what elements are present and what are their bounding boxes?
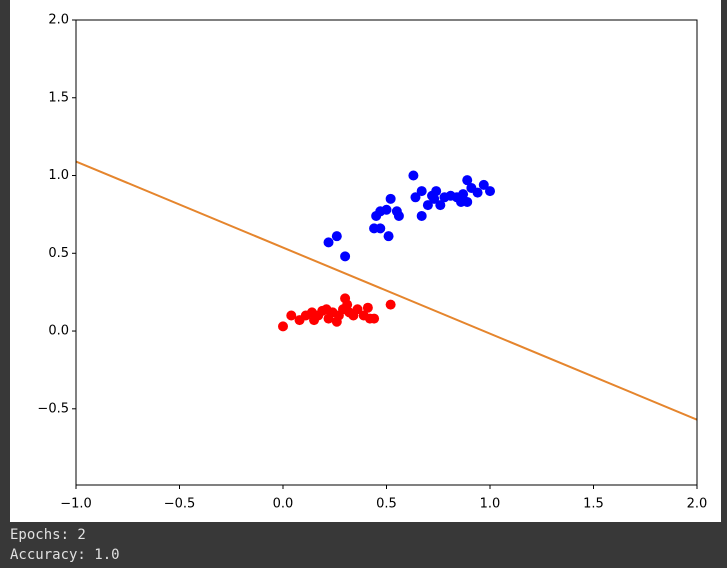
point <box>462 196 473 207</box>
y-tick-label: 0.5 <box>48 246 69 261</box>
point <box>369 223 380 234</box>
point <box>458 189 469 200</box>
point <box>416 186 427 197</box>
x-tick-label: −1.0 <box>60 497 92 512</box>
x-tick-label: 0.5 <box>376 497 397 512</box>
point <box>408 170 419 181</box>
point <box>431 186 442 197</box>
chart: −1.0 −0.5 0.0 0.5 1.0 1.5 2.0 −0.5 0.0 0.5 1.0 1.5 2… <box>10 0 721 522</box>
point <box>472 187 483 198</box>
point <box>422 200 433 211</box>
x-tick-label: 2.0 <box>687 497 708 512</box>
y-tick-label: 1.0 <box>48 168 69 183</box>
point <box>383 231 394 242</box>
output-line: Accuracy: 1.0 <box>10 547 120 563</box>
point <box>435 200 446 211</box>
point <box>278 321 288 332</box>
point <box>393 210 404 221</box>
x-tick-label: −0.5 <box>164 497 196 512</box>
point <box>352 304 363 315</box>
point <box>385 299 396 310</box>
point <box>340 251 351 262</box>
y-tick-label: 1.5 <box>48 90 69 105</box>
figure-bg <box>10 0 721 522</box>
axes-frame <box>75 19 698 486</box>
point <box>321 304 332 315</box>
fit-line <box>76 160 697 421</box>
output: Epochs: 2 Accuracy: 1.0 <box>10 525 120 565</box>
x-tick-label: 1.5 <box>583 497 604 512</box>
point <box>462 175 473 186</box>
output-line: Epochs: 2 <box>10 527 86 543</box>
point <box>286 310 297 321</box>
y-tick-label: 2.0 <box>48 13 69 28</box>
point <box>429 193 440 204</box>
point <box>331 231 342 242</box>
y-tick-label: −0.5 <box>37 401 69 416</box>
point <box>342 299 353 310</box>
x-tick-label: 0.0 <box>273 497 294 512</box>
point <box>362 302 373 313</box>
point <box>323 237 334 248</box>
point <box>309 315 320 326</box>
point <box>375 206 386 217</box>
point <box>485 186 495 197</box>
point <box>331 316 342 327</box>
point <box>369 313 380 324</box>
y-tick-label: 0.0 <box>48 324 69 339</box>
point <box>385 193 396 204</box>
point <box>478 179 489 190</box>
x-tick-label: 1.0 <box>480 497 501 512</box>
point <box>416 210 427 221</box>
point <box>410 192 421 203</box>
